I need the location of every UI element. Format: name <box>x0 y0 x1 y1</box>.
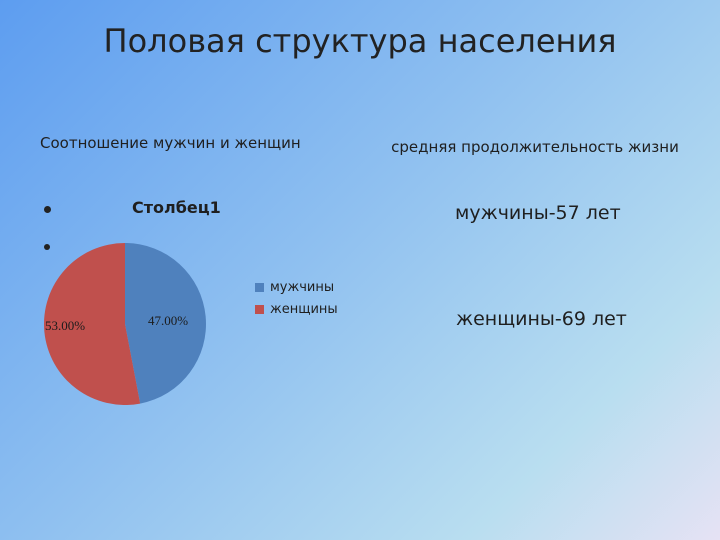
pie-slice-men <box>125 243 207 404</box>
bullet-dot <box>44 244 50 250</box>
legend-item-women: женщины <box>255 300 338 318</box>
data-label-women: 53.00% <box>45 318 86 333</box>
legend-swatch-men <box>255 282 264 292</box>
life-expectancy-women: женщины-69 лет <box>456 308 627 330</box>
bullet-dot <box>44 206 51 213</box>
ratio-heading: Соотношение мужчин и женщин <box>40 134 301 152</box>
legend-swatch-women <box>255 304 264 314</box>
life-expectancy-heading: средняя продолжительность жизни <box>391 138 679 156</box>
life-expectancy-men: мужчины-57 лет <box>455 202 621 224</box>
slide-title: Половая структура населения <box>103 22 617 60</box>
legend-label-women: женщины <box>270 301 338 317</box>
chart-legend: мужчины женщины <box>255 278 338 322</box>
legend-item-men: мужчины <box>255 278 338 296</box>
pie-slice-women <box>44 243 141 405</box>
data-label-men: 47.00% <box>148 313 189 328</box>
chart-title: Столбец1 <box>132 198 221 217</box>
legend-label-men: мужчины <box>270 279 335 295</box>
